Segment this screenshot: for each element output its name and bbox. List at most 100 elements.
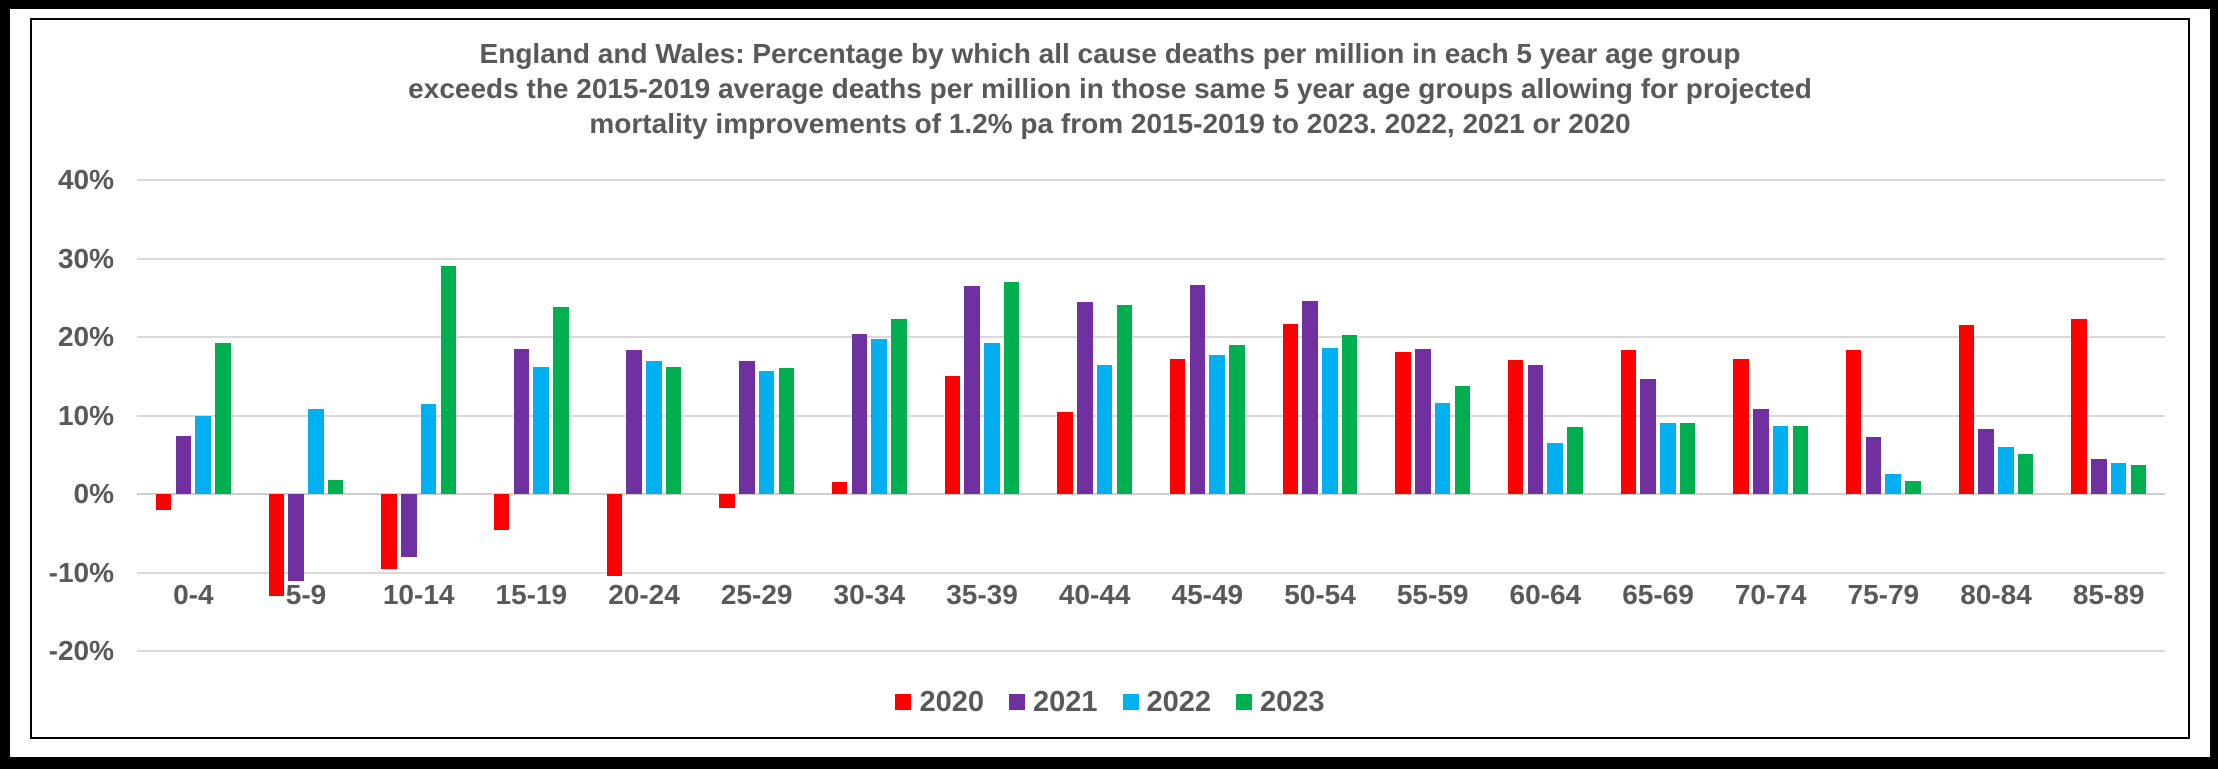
bar-2021-70-74 [1752,409,1769,494]
bar-2020-35-39 [944,376,961,494]
x-axis-category-label: 20-24 [608,579,680,610]
x-axis-category-label: 80-84 [1960,579,2032,610]
y-axis-tick-label: 10% [57,399,114,431]
gridline-30% [137,257,2165,260]
bar-2020-15-19 [493,494,510,531]
bar-2020-50-54 [1282,324,1299,494]
bar-2021-45-49 [1189,285,1206,494]
chart-title-line-3: mortality improvements of 1.2% pa from 2… [589,108,1631,139]
bar-2020-70-74 [1733,358,1749,494]
bar-2023-10-14 [440,265,457,494]
gridline-40% [137,179,2165,181]
legend-label: 2022 [1146,686,1212,718]
bar-2022-85-89 [2110,463,2127,494]
y-axis-tick-label: -10% [48,556,114,588]
gridline-0% [137,493,2165,495]
chart-border-frame [30,18,2190,739]
x-axis-category-label: 40-44 [1058,579,1131,610]
bar-2023-50-54 [1341,334,1358,494]
bar-2020-85-89 [2071,318,2087,494]
bar-2022-65-69 [1660,422,1676,494]
bar-2021-20-24 [626,350,642,494]
x-axis-category-label: 5-9 [285,579,327,610]
bar-2022-80-84 [1998,446,2014,494]
bar-2020-40-44 [1057,411,1073,494]
bar-2022-0-4 [195,416,212,494]
bar-2020-75-79 [1845,350,1862,494]
gridline-20% [137,336,2165,338]
legend-swatch-icon [1236,694,1253,710]
bar-2022-45-49 [1209,355,1226,494]
gridline--20% [137,650,2165,652]
y-axis-tick-label: 0% [73,478,114,509]
bar-2020-30-34 [831,482,848,494]
bar-2022-70-74 [1772,426,1789,494]
bar-2023-30-34 [891,318,907,494]
bar-2023-60-64 [1567,427,1583,494]
x-axis-category-label: 15-19 [495,579,568,610]
legend-item-2022: 2022 [1122,684,1212,720]
bar-2023-0-4 [215,343,231,494]
y-axis-tick-label: -20% [48,635,114,666]
bar-2021-30-34 [851,333,868,494]
legend-swatch-icon [895,694,912,710]
x-axis-category-label: 0-4 [173,579,214,610]
bar-2022-30-34 [871,339,888,494]
x-axis-category-label: 25-29 [720,579,793,610]
x-axis-category-label: 30-34 [833,579,906,610]
legend-label: 2021 [1032,686,1098,718]
legend-item-2023: 2023 [1236,684,1325,720]
legend-item-2020: 2020 [895,684,984,720]
y-axis-tick-label: 40% [57,164,114,195]
bar-2022-75-79 [1885,473,1902,494]
bar-2022-20-24 [646,360,662,494]
bar-2022-60-64 [1547,442,1564,494]
x-axis-category-label: 50-54 [1284,579,1356,610]
legend: 2020 2021 2022 2023 [30,684,2190,720]
x-axis-category-label: 35-39 [946,579,1018,610]
legend-label: 2023 [1260,686,1325,718]
bar-2021-65-69 [1640,378,1656,494]
x-axis-category-label: 70-74 [1734,579,1807,610]
x-axis-category-label: 45-49 [1171,579,1244,610]
bar-2021-15-19 [513,348,530,494]
bar-2022-50-54 [1322,347,1338,494]
bar-2022-35-39 [984,343,1000,494]
legend-swatch-icon [1008,694,1025,710]
bar-2020-65-69 [1620,349,1637,494]
bar-2023-55-59 [1454,386,1471,494]
gridline--10% [137,571,2165,574]
bar-2021-55-59 [1414,348,1431,494]
chart-title-line-2: exceeds the 2015-2019 average deaths per… [408,73,1812,104]
bar-2021-0-4 [175,435,192,494]
bar-2020-55-59 [1395,351,1411,494]
bar-2021-80-84 [1978,428,1994,494]
y-axis-tick-label: 20% [57,321,114,352]
bar-2020-60-64 [1507,359,1524,494]
bar-2021-25-29 [738,360,755,494]
x-axis-category-label: 65-69 [1622,579,1694,610]
bar-2021-85-89 [2090,459,2107,494]
bar-2022-55-59 [1434,402,1451,494]
bar-2022-10-14 [420,403,437,494]
bar-2020-45-49 [1169,358,1186,494]
bar-2023-80-84 [2017,453,2034,494]
bar-2023-85-89 [2130,464,2147,494]
bar-2023-65-69 [1679,422,1696,494]
y-axis-tick-label: 30% [57,242,114,274]
legend-item-2021: 2021 [1008,684,1098,720]
bar-2023-15-19 [553,307,569,494]
bar-2023-75-79 [1905,480,1921,494]
bar-2021-40-44 [1076,301,1093,494]
bar-2021-60-64 [1527,365,1544,494]
bar-2020-5-9 [268,494,285,597]
legend-label: 2020 [919,686,984,718]
bar-2020-25-29 [719,494,735,509]
bar-2023-35-39 [1003,282,1020,494]
x-axis-category-label: 75-79 [1847,579,1920,610]
bar-2020-10-14 [381,494,397,569]
chart-title-line-1: England and Wales: Percentage by which a… [479,38,1741,69]
bar-2022-25-29 [758,370,775,494]
bar-2023-5-9 [327,479,344,494]
